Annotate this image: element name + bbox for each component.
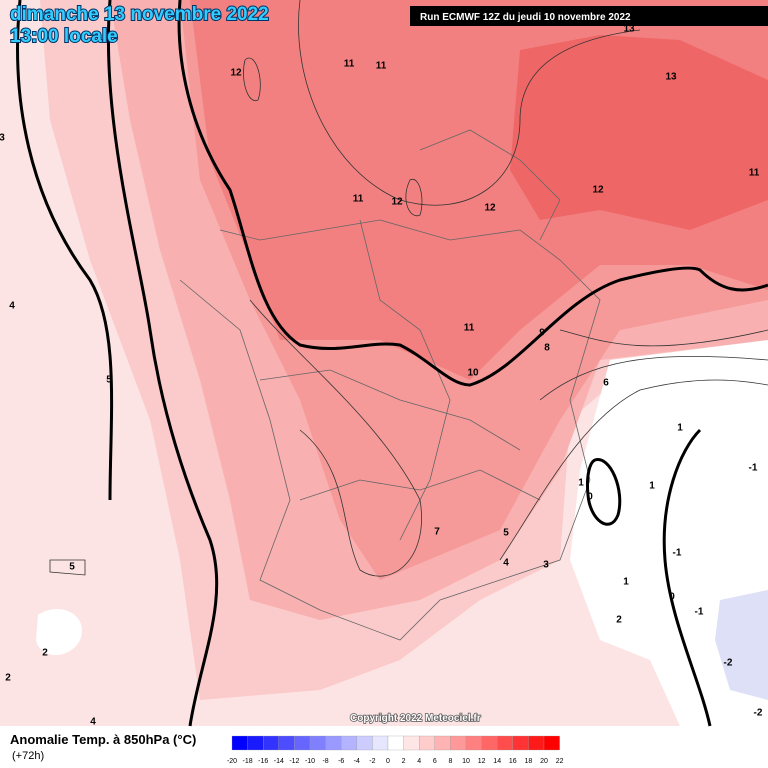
color-swatch [481, 735, 498, 751]
contour-label: 13 [665, 72, 677, 83]
contour-label: 1 [623, 577, 629, 588]
scale-tick-label: -6 [338, 758, 344, 765]
scale-tick-label: 10 [462, 758, 470, 765]
color-swatch [372, 735, 389, 751]
color-swatch [231, 735, 248, 751]
contour-label: 6 [603, 378, 609, 389]
color-swatch [497, 735, 513, 751]
contour-label: 0 [587, 492, 593, 503]
contour-label: 2 [42, 648, 48, 659]
contour-label: 2 [5, 673, 11, 684]
scale-tick-label: 0 [386, 758, 390, 765]
contour-label: 1 [578, 478, 584, 489]
contour-label: 5 [503, 528, 509, 539]
contour-label: 2 [616, 615, 622, 626]
contour-label: 4 [9, 301, 15, 312]
contour-label: 11 [749, 168, 760, 179]
contour-label: 13 [623, 24, 635, 35]
scale-tick-label: 2 [402, 758, 406, 765]
contour-label: -1 [673, 548, 682, 559]
contour-label: 8 [544, 343, 550, 354]
color-swatch [356, 735, 373, 751]
scale-tick-label: -18 [243, 758, 253, 765]
color-swatch [247, 735, 264, 751]
color-scale: -20 -18 -16 -14 -12 -10 -8 -6 -4 -2 0 2 4 6 8 10 12 14 16 1… [227, 735, 564, 765]
color-swatch [325, 735, 342, 751]
scale-tick-label: 20 [540, 758, 548, 765]
copyright: Copyright 2022 Meteociel.fr [350, 713, 481, 724]
scale-tick-label: -14 [274, 758, 284, 765]
contour-label: 11 [344, 59, 355, 70]
color-swatch [419, 735, 435, 751]
scale-tick-label: 14 [493, 758, 501, 765]
map-time: 13:00 locale [10, 26, 118, 47]
run-banner [410, 6, 768, 26]
contour-label: 12 [484, 203, 496, 214]
contour-label: 5 [69, 562, 75, 573]
legend-subtitle: (+72h) [12, 750, 44, 762]
contour-label: -2 [754, 708, 763, 719]
color-swatch [278, 735, 295, 751]
contour-label: 4 [503, 558, 509, 569]
color-swatch [450, 735, 467, 751]
contour-label: 0 [669, 592, 675, 603]
scale-tick-label: 22 [556, 758, 564, 765]
scale-tick-label: 16 [509, 758, 517, 765]
contour-label: -2 [724, 658, 733, 669]
scale-tick-label: -12 [289, 758, 299, 765]
contour-label: -1 [749, 463, 758, 474]
scale-tick-label: 12 [478, 758, 486, 765]
contour-label: 7 [434, 527, 440, 538]
color-swatch [294, 735, 311, 751]
map-background [0, 0, 768, 726]
contour-label: 12 [592, 185, 604, 196]
scale-tick-label: -8 [322, 758, 328, 765]
contour-label: 9 [539, 328, 545, 339]
contour-label: 3 [0, 133, 5, 144]
color-swatch [528, 735, 545, 751]
run-info: Run ECMWF 12Z du jeudi 10 novembre 2022 [420, 12, 631, 23]
legend-title: Anomalie Temp. à 850hPa (°C) [10, 732, 196, 747]
color-swatch [341, 735, 357, 751]
contour-label: -1 [695, 607, 704, 618]
contour-label: 12 [391, 197, 403, 208]
contour-label: 3 [543, 560, 549, 571]
scale-tick-label: 18 [525, 758, 533, 765]
map-date: dimanche 13 novembre 2022 [10, 4, 269, 25]
color-swatch [387, 735, 404, 751]
scale-tick-label: -4 [354, 758, 360, 765]
contour-label: 11 [353, 194, 364, 205]
scale-tick-label: -10 [305, 758, 315, 765]
contours [16, 0, 768, 727]
contour-label: 4 [90, 717, 96, 728]
contour-label: 1 [649, 481, 655, 492]
borders [179, 129, 601, 641]
contour-label: 12 [230, 68, 242, 79]
contour-label: 11 [376, 61, 387, 72]
scale-tick-label: -20 [227, 758, 237, 765]
scale-tick-label: -2 [369, 758, 375, 765]
scale-tick-label: -16 [258, 758, 268, 765]
color-swatch [543, 735, 560, 751]
contour-label: 1 [677, 423, 683, 434]
scale-tick-label: 8 [448, 758, 452, 765]
color-swatch [309, 735, 326, 751]
color-swatch [465, 735, 482, 751]
scale-tick-label: 6 [433, 758, 437, 765]
contour-label: 10 [467, 368, 479, 379]
color-swatch [434, 735, 451, 751]
contour-label: 5 [106, 375, 112, 386]
color-swatch [403, 735, 420, 751]
color-swatch [263, 735, 279, 751]
contour-label: 11 [464, 323, 475, 334]
scale-tick-label: 4 [417, 758, 421, 765]
color-swatch [512, 735, 529, 751]
